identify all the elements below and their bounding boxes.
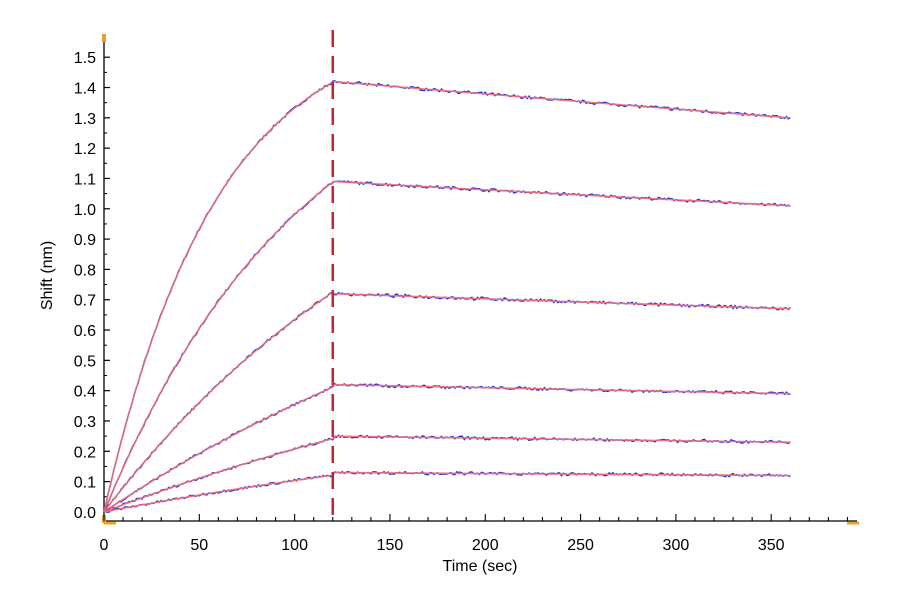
y-tick-label: 0.8 (74, 262, 96, 279)
y-tick-label: 0.1 (74, 475, 96, 492)
y-tick-label: 0.0 (74, 505, 96, 522)
x-tick-label: 150 (377, 537, 404, 554)
y-tick-label: 0.2 (74, 444, 96, 461)
y-tick-label: 1.2 (74, 141, 96, 158)
y-tick-label: 1.4 (74, 81, 96, 98)
measured-curve-1 (103, 80, 791, 513)
y-axis-title: Shift (nm) (39, 241, 56, 310)
x-tick-label: 350 (758, 537, 785, 554)
measured-curve-2 (103, 180, 791, 513)
x-tick-label: 100 (281, 537, 308, 554)
y-tick-label: 1.5 (74, 50, 96, 67)
x-axis-ticks: 0 50 100 150 200 250 300 350 (100, 514, 849, 554)
fit-curve-4 (103, 383, 791, 513)
fit-curve-3 (103, 291, 791, 513)
y-tick-label: 1.1 (74, 171, 96, 188)
y-tick-label: 0.3 (74, 414, 96, 431)
y-tick-label: 0.6 (74, 323, 96, 340)
x-tick-label: 50 (190, 537, 208, 554)
y-tick-label: 0.7 (74, 293, 96, 310)
x-tick-label: 250 (567, 537, 594, 554)
axes (102, 34, 859, 525)
y-tick-label: 0.4 (74, 384, 96, 401)
x-tick-label: 200 (472, 537, 499, 554)
y-tick-label: 1.0 (74, 202, 96, 219)
fit-curve-1 (103, 80, 791, 513)
fit-curve-2 (103, 180, 791, 513)
x-axis-title: Time (sec) (443, 558, 518, 575)
y-axis-ticks: 0.0 0.1 0.2 0.3 0.4 0.5 0.6 0.7 0.8 0.9 1.0 1.1 1.2 1… (74, 50, 110, 522)
y-tick-label: 0.5 (74, 353, 96, 370)
fit-curve-5 (103, 435, 791, 513)
y-tick-label: 0.9 (74, 232, 96, 249)
measured-curve-4 (103, 382, 791, 513)
series-layer (103, 80, 791, 513)
fit-curve-6 (103, 471, 791, 513)
x-tick-label: 0 (100, 537, 109, 554)
x-tick-label: 300 (663, 537, 690, 554)
y-tick-label: 1.3 (74, 111, 96, 128)
measured-curve-3 (103, 291, 791, 513)
measured-curve-6 (103, 470, 791, 513)
